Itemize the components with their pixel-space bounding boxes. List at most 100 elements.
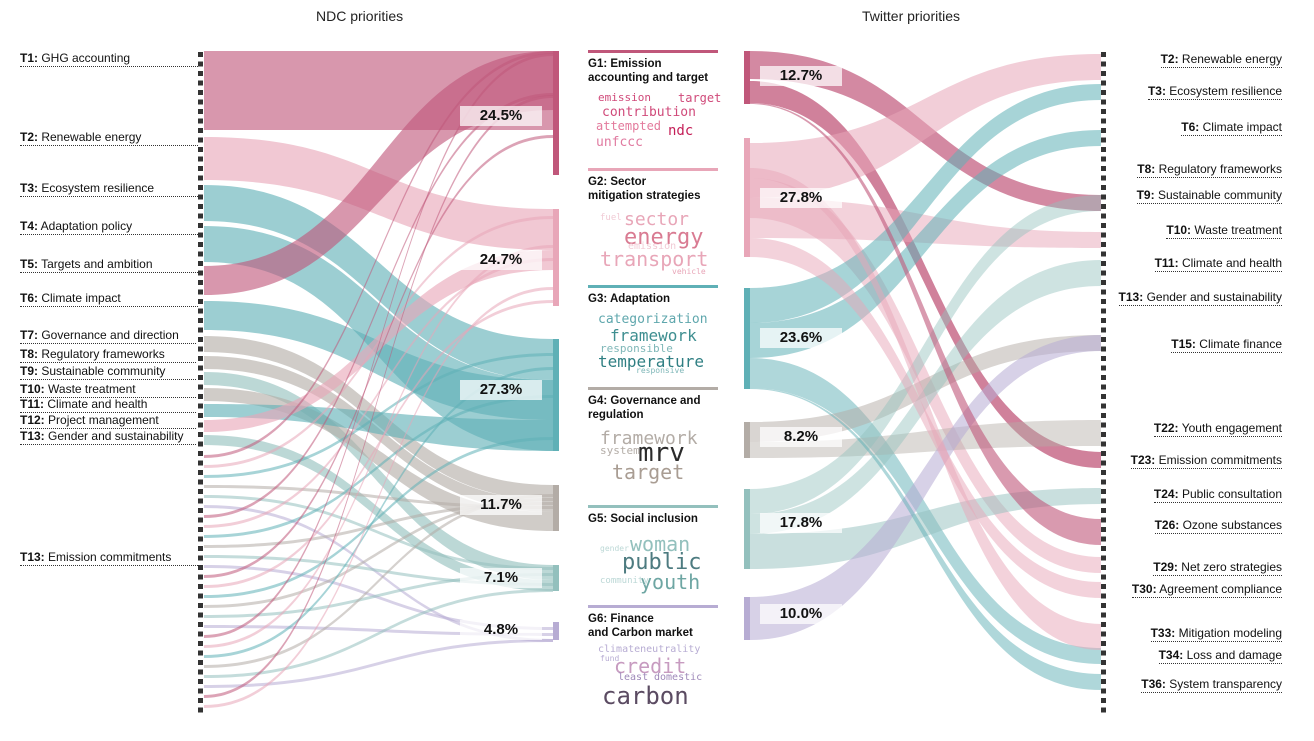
group-legend-item: G5: Social inclusion woman public youth gend…: [588, 505, 718, 594]
ndc-group-bar: [553, 339, 559, 451]
word-cloud-word: woman: [630, 532, 691, 556]
word-cloud: climateneutrality credit fund least domestic…: [588, 644, 718, 710]
group-title: G1: Emission accounting and target: [588, 58, 709, 84]
group-title: G6: Finance and Carbon market: [588, 613, 693, 639]
word-cloud: sector energy transport fuel emission vehicle: [588, 207, 718, 276]
ndc-flow: [204, 372, 553, 580]
group-color-bar: [588, 387, 718, 390]
twitter-topic-label: T23: Emission commitments: [1130, 453, 1282, 469]
left-axis-tick: [198, 498, 203, 504]
right-axis-tick: [1101, 337, 1106, 342]
right-axis-tick: [1101, 593, 1106, 599]
twitter-flow: [750, 168, 1101, 650]
left-axis-tick: [198, 90, 203, 95]
ndc-flow: [204, 388, 553, 531]
word-cloud-word: domestic: [654, 672, 703, 683]
right-axis-tick: [1101, 185, 1106, 190]
twitter-topic-label: T2: Renewable energy: [1160, 52, 1282, 68]
twitter-topic-label: T30: Agreement compliance: [1131, 582, 1282, 598]
word-cloud-word: public: [622, 550, 702, 575]
right-axis-tick: [1101, 546, 1106, 551]
twitter-flow: [750, 54, 1101, 198]
twitter-topic-label: T34: Loss and damage: [1158, 648, 1282, 664]
word-cloud-word: carbon: [602, 682, 689, 710]
ndc-topic-label: T6: Climate impact: [20, 291, 198, 307]
word-cloud-word: energy: [624, 225, 704, 250]
word-cloud-word: target: [678, 91, 722, 105]
ndc-thin-flow: [204, 367, 553, 658]
twitter-group-bar: [744, 597, 750, 640]
twitter-share-label: 17.8%: [760, 513, 842, 533]
left-axis-tick: [198, 52, 203, 57]
group-color-bar: [588, 50, 718, 53]
left-axis-tick: [198, 555, 203, 561]
right-axis-tick: [1101, 308, 1106, 314]
right-axis-tick: [1101, 318, 1106, 323]
right-axis-tick: [1101, 156, 1106, 162]
twitter-topic-label: T26: Ozone substances: [1154, 518, 1282, 534]
right-axis-tick: [1101, 175, 1106, 181]
right-axis-tick: [1101, 650, 1106, 656]
right-axis-tick: [1101, 52, 1106, 57]
ndc-thin-flow: [204, 353, 553, 478]
twitter-flow: [750, 81, 1101, 468]
ndc-thin-flow: [204, 51, 553, 458]
right-axis-tick: [1101, 479, 1106, 485]
ndc-thin-flow: [204, 300, 553, 588]
right-axis-tick: [1101, 80, 1106, 86]
right-axis-tick: [1101, 204, 1106, 209]
twitter-topic-label: T3: Ecosystem resilience: [1147, 84, 1282, 100]
twitter-share-label: 12.7%: [760, 66, 842, 86]
ndc-share-label: 27.3%: [460, 380, 542, 400]
left-axis-tick: [198, 80, 203, 86]
ndc-thin-flow: [204, 555, 553, 586]
ndc-group-bar: [553, 485, 559, 531]
right-axis-tick: [1101, 223, 1106, 228]
left-axis-tick: [198, 574, 203, 580]
right-axis-tick: [1101, 603, 1106, 608]
right-axis-tick: [1101, 669, 1106, 675]
word-cloud-word: system: [600, 444, 640, 457]
left-axis-tick: [198, 517, 203, 523]
ndc-group-bar: [553, 51, 559, 175]
left-axis-tick: [198, 327, 203, 333]
right-axis-tick: [1101, 413, 1106, 418]
right-axis-tick: [1101, 213, 1106, 219]
ndc-thin-flow: [204, 565, 553, 630]
left-axis-tick: [198, 660, 203, 665]
left-axis-tick: [198, 251, 203, 257]
left-axis-tick: [198, 137, 203, 143]
left-axis-tick: [198, 413, 203, 418]
left-axis-tick: [198, 365, 203, 371]
twitter-flow: [750, 388, 1101, 690]
left-axis-tick: [198, 650, 203, 656]
twitter-topic-label: T9: Sustainable community: [1136, 188, 1282, 204]
right-axis-tick: [1101, 327, 1106, 333]
word-cloud-word: framework: [610, 326, 697, 345]
right-axis-tick: [1101, 565, 1106, 570]
word-cloud: woman public youth gender community: [588, 530, 718, 594]
right-axis-tick: [1101, 90, 1106, 95]
left-axis-tick: [198, 156, 203, 162]
left-axis-tick: [198, 99, 203, 105]
left-axis-tick: [198, 698, 203, 703]
right-axis-tick: [1101, 403, 1106, 409]
right-axis-tick: [1101, 356, 1106, 361]
right-axis-tick: [1101, 232, 1106, 238]
twitter-topic-label: T24: Public consultation: [1153, 487, 1282, 503]
left-axis-tick: [198, 128, 203, 133]
right-axis-tick: [1101, 441, 1106, 447]
ndc-share-label: 24.5%: [460, 106, 542, 126]
right-axis-tick: [1101, 128, 1106, 133]
ndc-group-bar: [553, 209, 559, 306]
word-cloud-word: responsive: [636, 366, 685, 375]
ndc-share-label: 11.7%: [460, 495, 542, 515]
twitter-flow: [750, 130, 1101, 358]
word-cloud-word: fuel: [600, 213, 622, 223]
left-axis-tick: [198, 318, 203, 323]
left-axis-tick: [198, 422, 203, 428]
twitter-flow: [750, 238, 1101, 598]
twitter-group-bar: [744, 51, 750, 104]
ndc-thin-flow: [204, 216, 553, 468]
